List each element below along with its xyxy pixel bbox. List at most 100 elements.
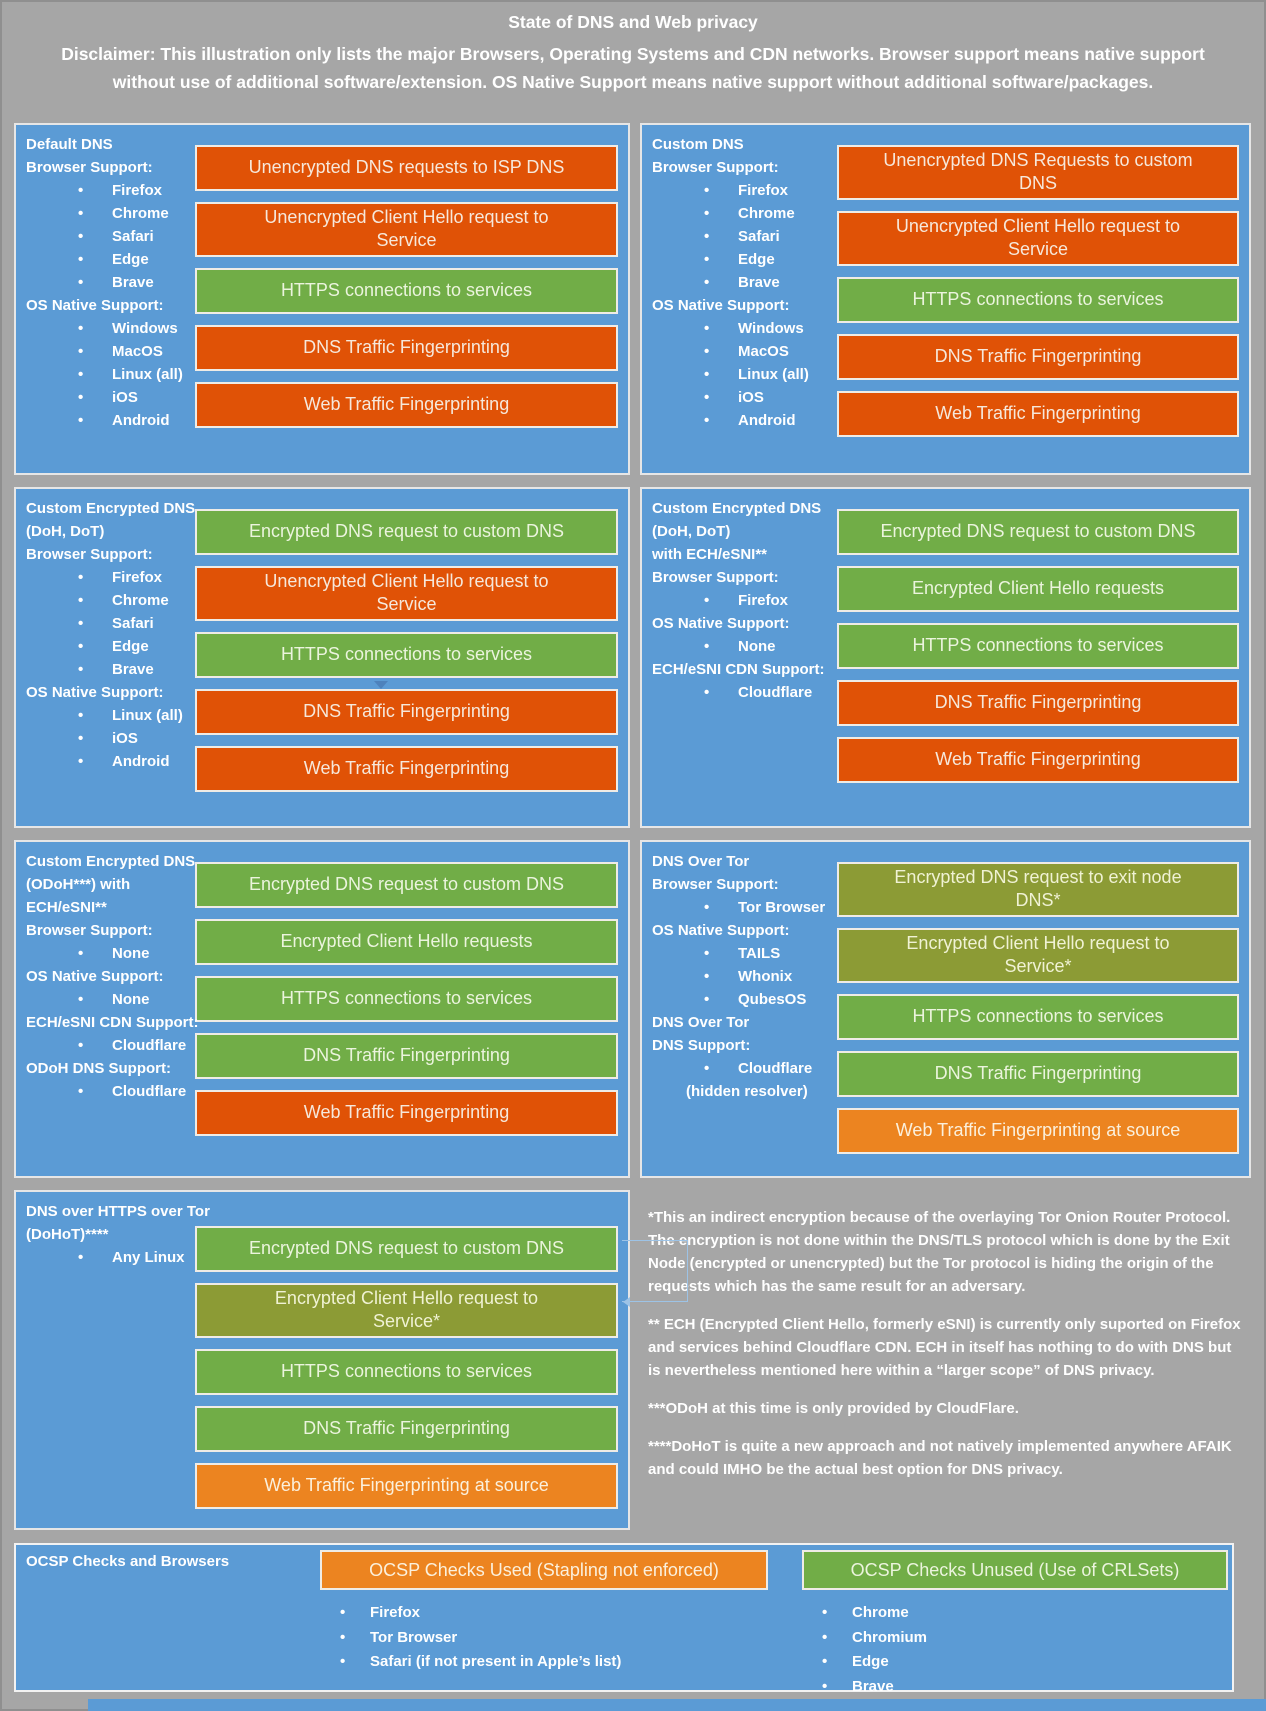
label-bullet-item: Linux (all)	[26, 363, 195, 386]
label-bullet-item: iOS	[26, 386, 195, 409]
panel-label-list: DNS over HTTPS over Tor (DoHoT)**** Any …	[26, 1198, 210, 1522]
footnote-quadruple-asterisk: ****DoHoT is quite a new approach and no…	[648, 1438, 1232, 1478]
label-heading: OS Native Support:	[26, 297, 164, 314]
label-heading: Browser Support:	[26, 922, 153, 939]
panel-default-dns: Default DNS Browser Support: Firefox Chr…	[14, 123, 630, 475]
status-bar: Web Traffic Fingerprinting at source	[837, 1107, 1239, 1154]
panel-heading: Default DNS	[26, 136, 113, 153]
cell-dns-over-tor: DNS Over Tor Browser Support: Tor Browse…	[640, 840, 1251, 1178]
status-bar: Web Traffic Fingerprinting	[195, 745, 618, 792]
status-bar: Unencrypted DNS Requests to custom DNS	[837, 145, 1239, 200]
label-bullet-item: Cloudflare	[652, 681, 837, 704]
cell-custom-dns: Custom DNS Browser Support: Firefox Chro…	[640, 123, 1251, 475]
panel-heading: Custom DNS	[652, 136, 744, 153]
ocsp-used-header: OCSP Checks Used (Stapling not enforced)	[320, 1550, 768, 1590]
down-triangle-icon	[374, 681, 388, 689]
ocsp-list-item: Firefox	[320, 1601, 768, 1626]
label-heading: ECH/eSNI CDN Support:	[652, 661, 825, 678]
status-bar: DNS Traffic Fingerprinting	[837, 333, 1239, 380]
label-bullet-item: Brave	[26, 271, 195, 294]
label-heading: Browser Support:	[652, 876, 779, 893]
ocsp-used-column: OCSP Checks Used (Stapling not enforced)…	[320, 1550, 768, 1675]
label-bullet-item: QubesOS	[652, 988, 837, 1011]
status-bar: Unencrypted Client Hello request to Serv…	[195, 566, 618, 621]
status-bar: Encrypted Client Hello request to Servic…	[195, 1283, 618, 1338]
status-bar: HTTPS connections to services	[195, 976, 618, 1022]
bottom-blue-strip	[88, 1699, 1266, 1711]
label-bullet-item: Linux (all)	[652, 363, 837, 386]
label-heading: ECH/eSNI CDN Support:	[26, 1014, 199, 1031]
label-heading: OS Native Support:	[26, 684, 164, 701]
label-bullet-item: Any Linux	[26, 1246, 195, 1269]
cell-custom-encrypted-dns-odoh: Custom Encrypted DNS (ODoH***) with ECH/…	[14, 840, 630, 1178]
label-bullet-item: Chrome	[652, 202, 837, 225]
status-bar: Web Traffic Fingerprinting	[195, 1090, 618, 1136]
status-bar: Web Traffic Fingerprinting	[837, 737, 1239, 783]
status-bar: Web Traffic Fingerprinting	[837, 390, 1239, 437]
page-title: State of DNS and Web privacy	[508, 12, 758, 32]
footnote-double-asterisk: ** ECH (Encrypted Client Hello, formerly…	[648, 1316, 1241, 1379]
panel-heading: (ODoH***) with	[26, 876, 131, 893]
panel-custom-encrypted-dns-ech: Custom Encrypted DNS (DoH, DoT) with ECH…	[640, 487, 1251, 828]
cell-custom-encrypted-dns-ech: Custom Encrypted DNS (DoH, DoT) with ECH…	[640, 487, 1251, 828]
label-bullet-item: Chrome	[26, 589, 195, 612]
status-bar: HTTPS connections to services	[837, 276, 1239, 323]
status-bar: Encrypted DNS request to custom DNS	[195, 1226, 618, 1272]
status-bar: DNS Traffic Fingerprinting	[837, 680, 1239, 726]
status-bar: Web Traffic Fingerprinting	[195, 381, 618, 428]
panel-grid: Default DNS Browser Support: Firefox Chr…	[14, 123, 1252, 1542]
label-bullet-item: Safari	[26, 612, 195, 635]
panel-heading: Custom Encrypted DNS	[26, 853, 196, 870]
panel-dns-over-tor: DNS Over Tor Browser Support: Tor Browse…	[640, 840, 1251, 1178]
cell-default-dns: Default DNS Browser Support: Firefox Chr…	[14, 123, 630, 475]
footnote-triple-asterisk: ***ODoH at this time is only provided by…	[648, 1400, 1019, 1417]
panel-heading: (DoH, DoT)	[652, 523, 731, 540]
panel-heading: ECH/eSNI**	[26, 899, 107, 916]
label-heading: OS Native Support:	[652, 615, 790, 632]
status-bar: Unencrypted Client Hello request to Serv…	[837, 210, 1239, 266]
label-bullet-item: Windows	[26, 317, 195, 340]
ocsp-list-item: Edge	[802, 1650, 1228, 1675]
status-bar: Web Traffic Fingerprinting at source	[195, 1462, 618, 1509]
status-bar-list: Unencrypted DNS Requests to custom DNS U…	[837, 145, 1239, 467]
ocsp-unused-column: OCSP Checks Unused (Use of CRLSets) Chro…	[802, 1550, 1228, 1699]
panel-heading: (DoHoT)****	[26, 1226, 109, 1243]
status-bar: Unencrypted Client Hello request to Serv…	[195, 202, 618, 257]
label-bullet-item: Brave	[652, 271, 837, 294]
label-bullet-item: Android	[26, 750, 195, 773]
label-bullet-item: Chrome	[26, 202, 195, 225]
label-bullet-item: Firefox	[652, 589, 837, 612]
label-bullet-item: Cloudflare	[652, 1057, 837, 1080]
label-bullet-item: Whonix	[652, 965, 837, 988]
panel-label-list: Custom DNS Browser Support: Firefox Chro…	[652, 131, 837, 467]
status-bar-list: Encrypted DNS request to custom DNS Unen…	[195, 509, 618, 820]
status-bar: Unencrypted DNS requests to ISP DNS	[195, 145, 618, 191]
ocsp-list-item: Tor Browser	[320, 1626, 768, 1651]
status-bar: HTTPS connections to services	[195, 1348, 618, 1395]
ocsp-list-item: Chromium	[802, 1626, 1228, 1651]
label-bullet-item: None	[652, 635, 837, 658]
panel-label-list: Custom Encrypted DNS (DoH, DoT) with ECH…	[652, 495, 837, 820]
ocsp-list-item: Safari (if not present in Apple’s list)	[320, 1650, 768, 1675]
ocsp-list-item: Chrome	[802, 1601, 1228, 1626]
panel-ocsp: OCSP Checks and Browsers OCSP Checks Use…	[14, 1543, 1234, 1695]
status-bar: Encrypted Client Hello requests	[195, 919, 618, 965]
status-bar: DNS Traffic Fingerprinting	[837, 1050, 1239, 1097]
panel-custom-encrypted-dns: Custom Encrypted DNS (DoH, DoT) Browser …	[14, 487, 630, 828]
label-bullet-item: iOS	[26, 727, 195, 750]
panel-label-list: DNS Over Tor Browser Support: Tor Browse…	[652, 848, 837, 1170]
label-bullet-item: Windows	[652, 317, 837, 340]
panel-row-4: DNS over HTTPS over Tor (DoHoT)**** Any …	[14, 1190, 1252, 1530]
label-bullet-item: Edge	[26, 635, 195, 658]
footnote-asterisk: *This an indirect encryption because of …	[648, 1209, 1231, 1295]
panel-heading: DNS Over Tor	[652, 853, 750, 870]
status-bar: HTTPS connections to services	[837, 623, 1239, 669]
label-heading: ODoH DNS Support:	[26, 1060, 171, 1077]
panel-row-2: Custom Encrypted DNS (DoH, DoT) Browser …	[14, 487, 1252, 828]
label-bullet-item: Linux (all)	[26, 704, 195, 727]
label-bullet-item: Firefox	[26, 179, 195, 202]
panel-label-list: Custom Encrypted DNS (ODoH***) with ECH/…	[26, 848, 199, 1170]
label-bullet-item: Cloudflare	[26, 1034, 195, 1057]
label-bullet-item: Brave	[26, 658, 195, 681]
label-heading: OS Native Support:	[26, 968, 164, 985]
